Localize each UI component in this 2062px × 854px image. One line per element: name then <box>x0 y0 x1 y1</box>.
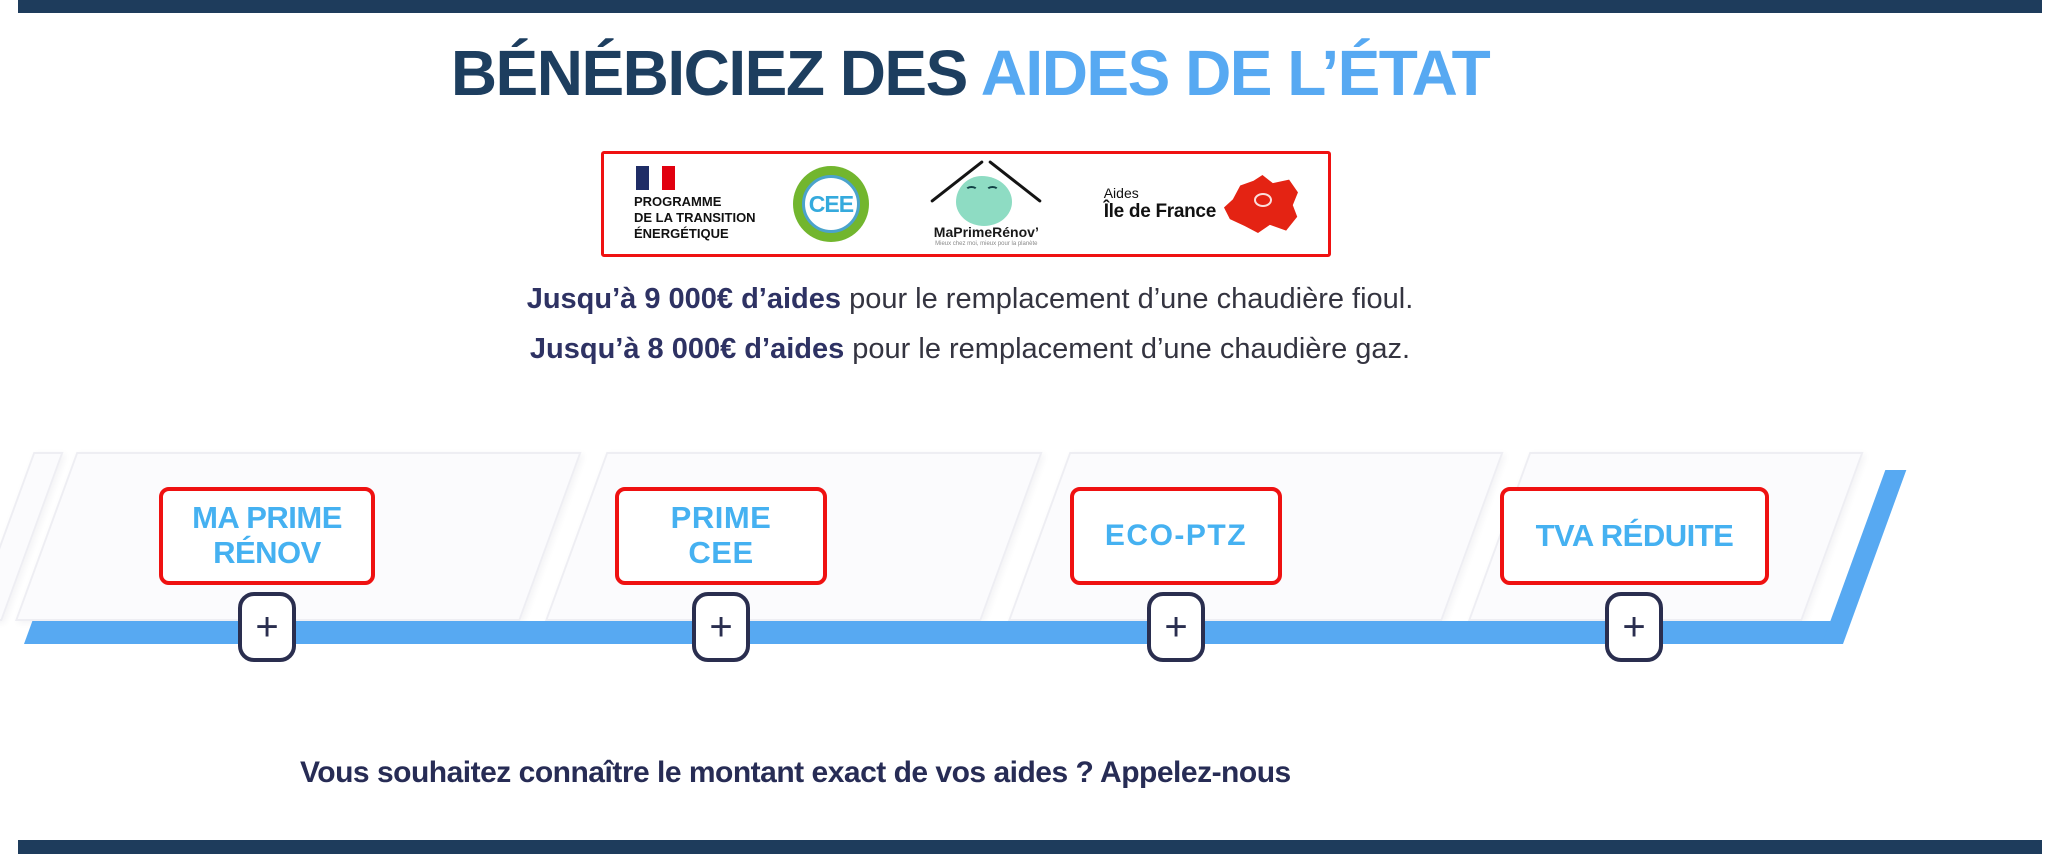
maprimerenov-logo: MaPrimeRénov’ Mieux chez moi, mieux pour… <box>906 158 1066 250</box>
subtitle-2-rest: pour le remplacement d’une chaudière gaz… <box>844 333 1411 365</box>
subtitle-line-2: Jusqu’à 8 000€ d’aides pour le remplacem… <box>0 333 1940 366</box>
idf-aides-label: Aides <box>1103 185 1139 201</box>
footer-cta: Vous souhaitez connaître le montant exac… <box>300 756 1291 789</box>
partner-logos-strip: PROGRAMME DE LA TRANSITION ÉNERGÉTIQUE C… <box>601 151 1331 257</box>
plus-icon: + <box>255 604 279 649</box>
programme-text: PROGRAMME DE LA TRANSITION ÉNERGÉTIQUE <box>634 193 756 242</box>
plus-icon: + <box>1164 604 1188 649</box>
logo-programme-transition: PROGRAMME DE LA TRANSITION ÉNERGÉTIQUE <box>634 165 756 243</box>
page-title: BÉNÉBICIEZ DES AIDES DE L’ÉTAT <box>0 36 1940 110</box>
subtitle-1-rest: pour le remplacement d’une chaudière fio… <box>841 283 1414 315</box>
page-title-highlight: AIDES DE L’ÉTAT <box>980 37 1491 109</box>
aid-label-box-ma-prime-renov[interactable]: MA PRIME RÉNOV <box>159 487 375 585</box>
aid-label: ECO-PTZ <box>1104 519 1248 553</box>
plus-icon: + <box>1622 604 1646 649</box>
expand-button-eco-ptz[interactable]: + <box>1147 592 1205 662</box>
aid-label: MA PRIME RÉNOV <box>192 500 342 570</box>
maprimerenov-tagline: Mieux chez moi, mieux pour la planète <box>935 241 1038 247</box>
cee-badge-label: CEE <box>801 175 860 233</box>
aid-label-box-prime-cee[interactable]: PRIME CEE <box>615 487 827 585</box>
expand-button-prime-cee[interactable]: + <box>692 592 750 662</box>
maprimerenov-face-icon <box>956 176 1013 226</box>
page-title-dark: BÉNÉBICIEZ DES <box>450 37 981 109</box>
expand-button-tva-reduite[interactable]: + <box>1605 592 1663 662</box>
eye-icon <box>965 186 979 195</box>
ile-de-france-logo: Aides Île de France <box>1104 175 1298 233</box>
maprimerenov-name: MaPrimeRénov’ <box>933 224 1039 240</box>
bottom-bar <box>18 840 2042 854</box>
expand-button-ma-prime-renov[interactable]: + <box>238 592 296 662</box>
eye-icon <box>986 186 1000 195</box>
french-flag-icon <box>636 165 676 190</box>
aid-label-box-tva-reduite[interactable]: TVA RÉDUITE <box>1500 487 1769 585</box>
aid-label: PRIME CEE <box>670 500 772 570</box>
cee-badge-icon: CEE <box>792 166 869 242</box>
subtitle-line-1: Jusqu’à 9 000€ d’aides pour le remplacem… <box>0 283 1940 316</box>
idf-region-label: Île de France <box>1103 201 1217 222</box>
aid-label: TVA RÉDUITE <box>1535 517 1734 553</box>
plus-icon: + <box>709 604 733 649</box>
subtitle-2-amount: Jusqu’à 8 000€ d’aides <box>529 333 845 365</box>
idf-map-icon <box>1223 175 1298 233</box>
aid-label-box-eco-ptz[interactable]: ECO-PTZ <box>1070 487 1282 585</box>
subtitle-1-amount: Jusqu’à 9 000€ d’aides <box>526 283 842 315</box>
top-bar <box>18 0 2042 13</box>
